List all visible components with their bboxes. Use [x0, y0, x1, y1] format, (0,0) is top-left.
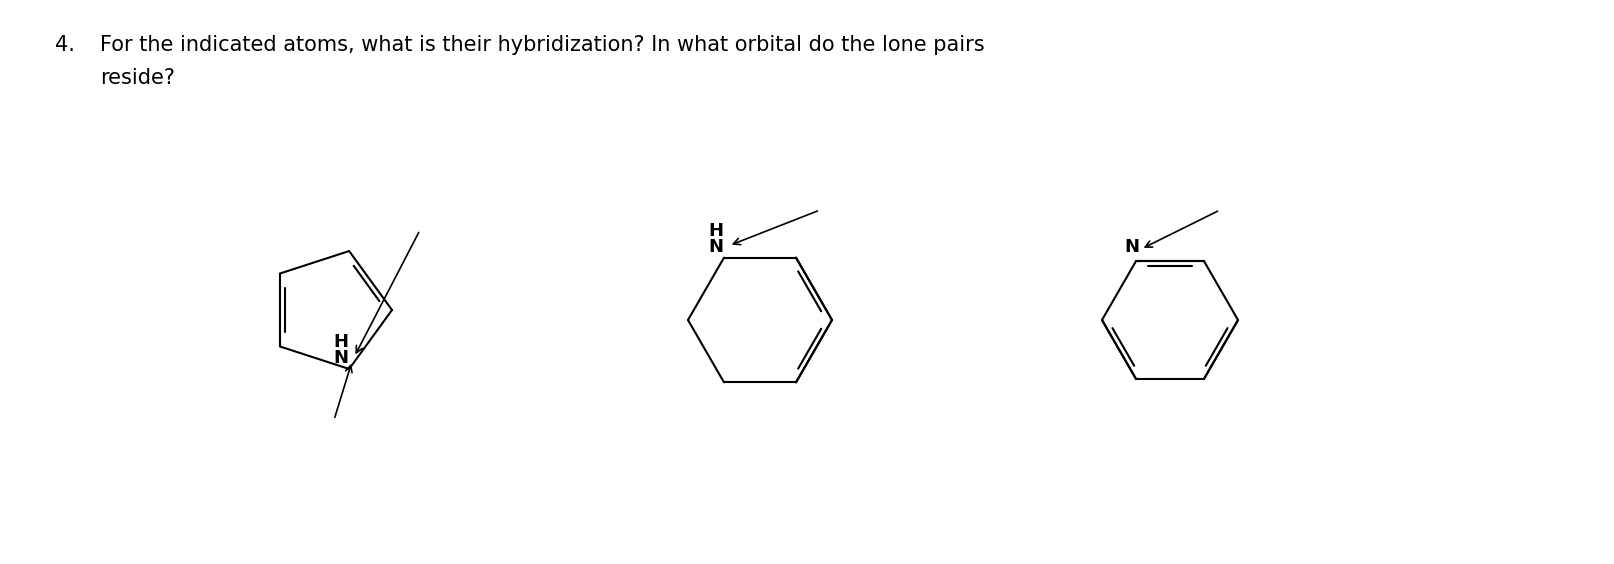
Text: N: N — [334, 349, 349, 367]
Text: H: H — [334, 333, 349, 351]
Text: N: N — [709, 237, 723, 255]
Text: H: H — [709, 222, 723, 240]
Text: 4.: 4. — [55, 35, 74, 55]
Text: N: N — [1125, 238, 1139, 256]
Text: For the indicated atoms, what is their hybridization? In what orbital do the lon: For the indicated atoms, what is their h… — [100, 35, 985, 55]
Text: reside?: reside? — [100, 68, 174, 88]
